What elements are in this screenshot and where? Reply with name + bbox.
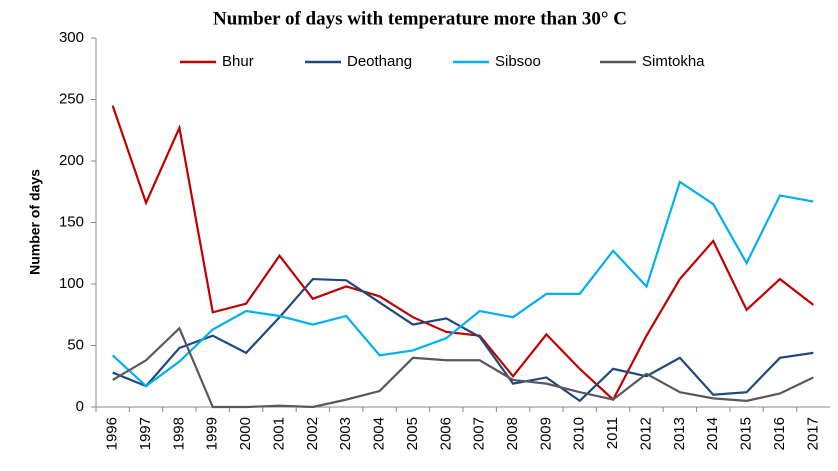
line-series: [112, 277, 814, 403]
x-tick-label: 1998: [170, 417, 187, 450]
legend-label: Deothang: [347, 53, 412, 70]
x-tick-label: 2007: [471, 417, 488, 450]
x-tick-label: 2008: [504, 417, 521, 450]
legend-label: Bhur: [222, 53, 254, 70]
y-tick-label: 200: [59, 152, 84, 169]
x-tick-label: 1997: [137, 417, 154, 450]
y-tick-label: 150: [59, 213, 84, 230]
y-tick-label: 0: [76, 398, 84, 415]
legend-label: Simtokha: [642, 53, 705, 70]
x-tick-label: 2003: [337, 417, 354, 450]
x-tick-label: 2005: [404, 417, 421, 450]
x-tick-label: 2010: [571, 417, 588, 450]
x-tick-label: 2009: [537, 417, 554, 450]
line-series: [112, 326, 814, 409]
y-tick-label: 250: [59, 90, 84, 107]
x-tick-label: 2001: [270, 417, 287, 450]
y-tick-label: 50: [67, 336, 84, 353]
x-tick-label: 1996: [104, 417, 121, 450]
x-tick-label: 1999: [204, 417, 221, 450]
x-tick-label: 2002: [304, 417, 321, 450]
x-tick-label: 2004: [371, 417, 388, 450]
line-series: [111, 105, 814, 402]
y-tick-label: 300: [59, 29, 84, 46]
x-tick-label: 2011: [604, 417, 621, 449]
x-tick-label: 2006: [437, 417, 454, 450]
y-axis-label: Number of days: [27, 169, 43, 275]
x-tick-label: 2017: [804, 417, 821, 450]
chart-title: Number of days with temperature more tha…: [213, 8, 627, 29]
x-tick-label: 2013: [671, 417, 688, 450]
x-tick-label: 2014: [704, 417, 721, 450]
x-tick-label: 2012: [637, 417, 654, 450]
y-tick-label: 100: [59, 275, 84, 292]
legend-label: Sibsoo: [495, 53, 541, 70]
x-tick-label: 2016: [771, 417, 788, 450]
x-tick-label: 2000: [237, 417, 254, 450]
x-tick-label: 2015: [738, 417, 755, 450]
line-series: [111, 180, 814, 388]
